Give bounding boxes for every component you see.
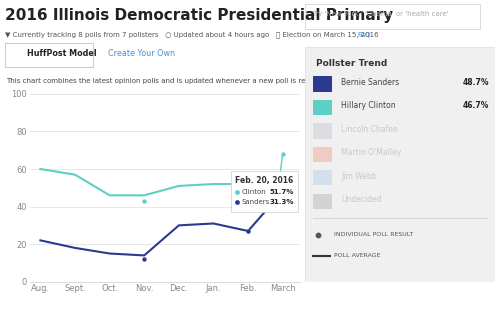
Text: Feb. 20, 2016: Feb. 20, 2016 xyxy=(236,176,294,185)
Text: Bernie Sanders: Bernie Sanders xyxy=(341,78,399,87)
Text: HuffPost Model: HuffPost Model xyxy=(27,49,96,58)
Point xyxy=(140,198,148,203)
Text: Lincoln Chafee: Lincoln Chafee xyxy=(341,125,398,134)
Text: 48.7%: 48.7% xyxy=(463,78,489,87)
Text: 31.3%: 31.3% xyxy=(270,199,294,205)
Point xyxy=(314,232,322,237)
Point xyxy=(140,257,148,262)
Point xyxy=(278,151,286,156)
Bar xyxy=(312,100,332,115)
Text: Create Your Own: Create Your Own xyxy=(108,49,174,58)
Bar xyxy=(312,123,332,138)
FancyBboxPatch shape xyxy=(305,4,480,29)
Text: 51.7%: 51.7% xyxy=(270,188,294,195)
Text: INDIVIDUAL POLL RESULT: INDIVIDUAL POLL RESULT xyxy=(334,232,413,237)
Text: This chart combines the latest opinion polls and is updated whenever a new poll : This chart combines the latest opinion p… xyxy=(6,78,330,85)
Text: Sanders: Sanders xyxy=(242,199,270,205)
Text: POLL AVERAGE: POLL AVERAGE xyxy=(334,254,380,258)
FancyBboxPatch shape xyxy=(231,171,298,212)
Bar xyxy=(312,76,332,92)
Text: Clinton: Clinton xyxy=(242,188,266,195)
Text: Try 'New York,' 'Obama' or 'health care': Try 'New York,' 'Obama' or 'health care' xyxy=(312,11,449,17)
Text: Martin O'Malley: Martin O'Malley xyxy=(341,148,402,157)
Bar xyxy=(312,170,332,185)
Bar xyxy=(312,147,332,162)
Text: Undecided: Undecided xyxy=(341,195,382,204)
Point xyxy=(244,228,252,233)
Text: 2016 Illinois Democratic Presidential Primary: 2016 Illinois Democratic Presidential Pr… xyxy=(5,8,393,23)
Point xyxy=(244,228,252,233)
Text: ▼ Currently tracking 8 polls from 7 pollsters   ○ Updated about 4 hours ago   📅 : ▼ Currently tracking 8 polls from 7 poll… xyxy=(5,32,386,38)
Point xyxy=(232,200,240,205)
Text: 46.7%: 46.7% xyxy=(463,101,489,110)
Point xyxy=(232,189,240,194)
Point xyxy=(278,187,286,192)
FancyBboxPatch shape xyxy=(305,47,495,282)
Text: Jim Webb: Jim Webb xyxy=(341,172,376,181)
Text: FAQ: FAQ xyxy=(358,32,371,38)
Text: Hillary Clinton: Hillary Clinton xyxy=(341,101,396,110)
Text: Pollster Trend: Pollster Trend xyxy=(316,59,388,68)
Bar xyxy=(312,194,332,209)
FancyBboxPatch shape xyxy=(5,43,92,68)
